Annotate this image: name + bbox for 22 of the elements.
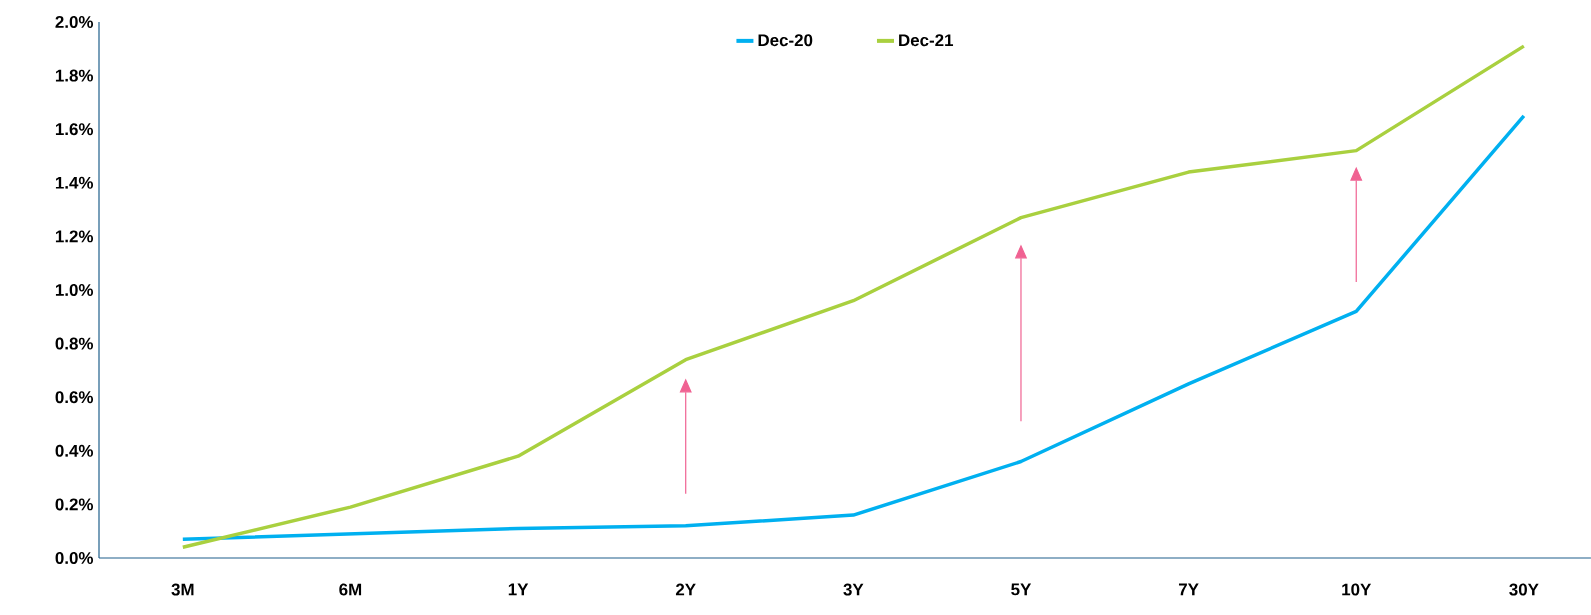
y-tick-label: 1.2% bbox=[55, 230, 94, 243]
x-tick-label: 30Y bbox=[1509, 583, 1539, 596]
y-tick-label: 0.2% bbox=[55, 498, 94, 511]
x-tick-label: 1Y bbox=[508, 583, 529, 596]
y-tick-label: 1.0% bbox=[55, 284, 94, 296]
x-tick-label: 10Y bbox=[1342, 583, 1372, 596]
x-tick-label: 2Y bbox=[675, 583, 696, 596]
x-tick-label: 6M bbox=[339, 583, 362, 596]
y-tick-label: 0.4% bbox=[55, 444, 94, 457]
y-tick-label: 0.8% bbox=[55, 337, 94, 350]
y-tick-label: 1.6% bbox=[55, 123, 94, 136]
y-tick-label: 0.0% bbox=[55, 552, 94, 564]
y-tick-label: 1.8% bbox=[55, 69, 94, 82]
legend-label: Dec-20 bbox=[758, 34, 813, 47]
legend-label: Dec-21 bbox=[899, 34, 954, 47]
y-tick-label: 2.0% bbox=[55, 16, 94, 28]
x-tick-label: 3Y bbox=[843, 583, 864, 596]
x-tick-label: 5Y bbox=[1011, 583, 1032, 596]
y-tick-label: 0.6% bbox=[55, 391, 94, 404]
x-tick-label: 7Y bbox=[1178, 583, 1199, 596]
y-tick-label: 1.4% bbox=[55, 176, 94, 189]
x-tick-label: 3M bbox=[171, 583, 194, 596]
